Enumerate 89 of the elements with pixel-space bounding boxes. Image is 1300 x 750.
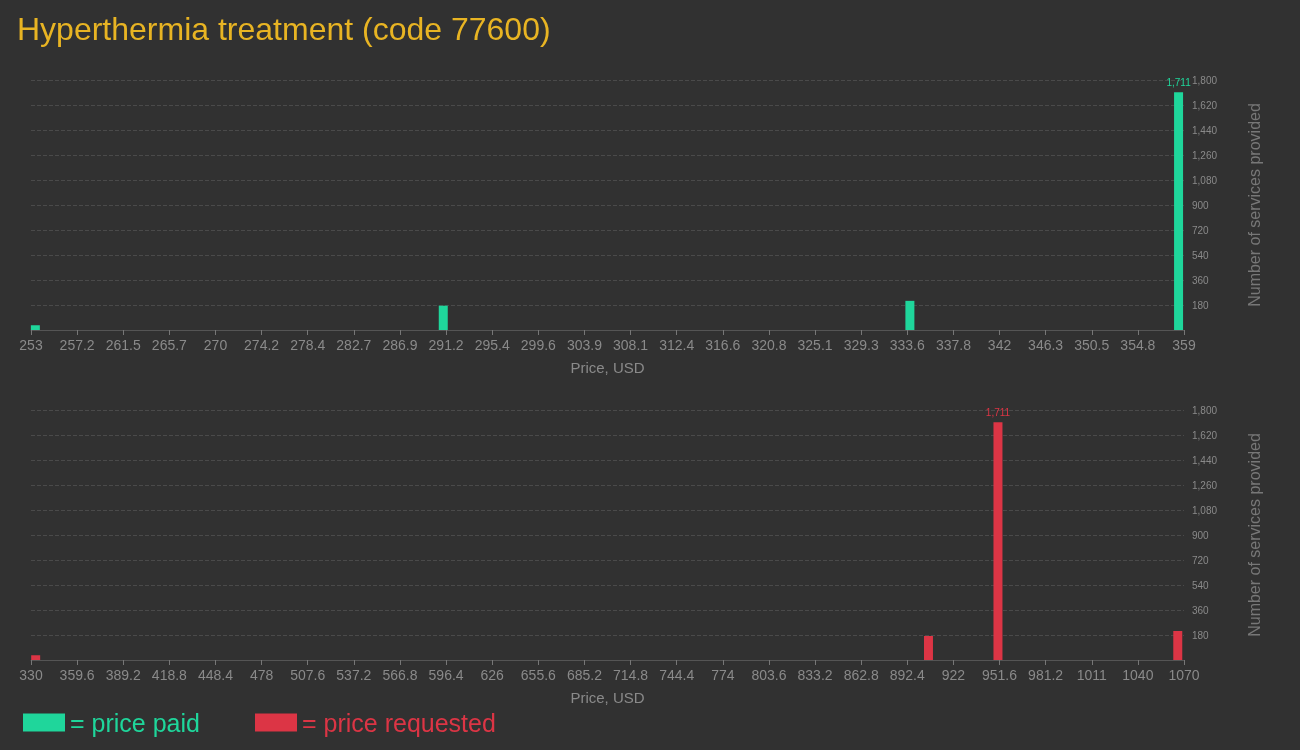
y-tick-label: 1,620 (1192, 429, 1218, 441)
legend-label: = price paid (70, 708, 200, 737)
x-tick-label: 389.2 (105, 667, 141, 683)
x-tick-label: 774 (711, 667, 735, 683)
x-tick-label: 744.4 (659, 667, 695, 683)
y-tick-label: 1,440 (1192, 454, 1218, 466)
x-tick-label: 685.2 (566, 667, 603, 683)
x-tick-label: 282.7 (336, 337, 372, 353)
x-tick-label: 1040 (1122, 667, 1154, 683)
x-tick-label: 981.2 (1028, 667, 1064, 683)
x-tick-label: 265.7 (151, 337, 188, 353)
x-tick-label: 507.6 (290, 667, 326, 683)
x-tick-label: 1011 (1076, 667, 1108, 683)
bar (923, 635, 933, 660)
x-tick-label: 316.6 (705, 337, 741, 353)
x-tick-label: 308.1 (613, 337, 649, 353)
x-tick-label: 346.3 (1028, 337, 1064, 353)
x-tick-label: 354.8 (1120, 337, 1156, 353)
y-tick-label: 1,620 (1192, 99, 1218, 111)
x-tick-label: 330 (19, 667, 43, 683)
y-axis-title: Number of services provided (1245, 433, 1263, 637)
data-label: 1,711 (985, 406, 1011, 418)
x-axis-title: Price, USD (570, 359, 645, 376)
x-tick-label: 951.6 (982, 667, 1018, 683)
x-tick-label: 350.5 (1074, 337, 1110, 353)
x-tick-label: 333.6 (889, 337, 925, 353)
bar (438, 305, 448, 330)
y-tick-label: 540 (1192, 249, 1210, 261)
y-tick-label: 1,080 (1192, 174, 1218, 186)
x-tick-label: 566.8 (382, 667, 418, 683)
y-tick-label: 900 (1192, 199, 1210, 211)
bar (905, 300, 915, 330)
x-tick-label: 274.2 (244, 337, 280, 353)
bar (1174, 92, 1184, 330)
bar (31, 655, 41, 660)
x-tick-label: 286.9 (382, 337, 418, 353)
data-label: 1,711 (1166, 76, 1192, 88)
x-tick-label: 892.4 (889, 667, 925, 683)
y-tick-label: 900 (1192, 529, 1210, 541)
x-tick-label: 359.6 (59, 667, 95, 683)
x-tick-label: 862.8 (843, 667, 879, 683)
x-tick-label: 803.6 (751, 667, 787, 683)
x-tick-label: 714.8 (613, 667, 649, 683)
y-tick-label: 1,080 (1192, 504, 1218, 516)
y-tick-label: 720 (1192, 224, 1210, 236)
x-tick-label: 922 (941, 667, 966, 683)
x-tick-label: 1070 (1168, 667, 1200, 683)
y-tick-label: 180 (1192, 629, 1210, 641)
y-tick-label: 1,440 (1192, 124, 1218, 136)
y-tick-label: 1,800 (1192, 74, 1218, 86)
x-tick-label: 261.5 (105, 337, 141, 353)
x-tick-label: 342 (987, 337, 1012, 353)
x-tick-label: 329.3 (843, 337, 879, 353)
x-tick-label: 320.8 (751, 337, 787, 353)
x-tick-label: 257.2 (59, 337, 95, 353)
y-tick-label: 720 (1192, 554, 1210, 566)
x-tick-label: 655.6 (520, 667, 557, 683)
x-tick-label: 478 (249, 667, 274, 683)
y-tick-label: 540 (1192, 579, 1210, 591)
x-tick-label: 291.2 (428, 337, 464, 353)
x-tick-label: 303.9 (566, 337, 603, 353)
x-tick-label: 418.8 (151, 667, 188, 683)
x-tick-label: 596.4 (428, 667, 464, 683)
x-tick-label: 448.4 (197, 667, 234, 683)
bar (993, 422, 1003, 660)
x-tick-label: 312.4 (659, 337, 695, 353)
x-tick-label: 626 (480, 667, 505, 683)
y-tick-label: 1,260 (1192, 149, 1218, 161)
x-tick-label: 325.1 (797, 337, 833, 353)
x-tick-label: 337.8 (935, 337, 972, 353)
chart-title: Hyperthermia treatment (code 77600) (17, 11, 551, 47)
bar (1173, 630, 1183, 660)
x-tick-label: 833.2 (797, 667, 833, 683)
x-tick-label: 299.6 (520, 337, 557, 353)
y-tick-label: 1,800 (1192, 404, 1218, 416)
y-tick-label: 1,260 (1192, 479, 1218, 491)
y-axis-title: Number of services provided (1245, 103, 1263, 307)
y-tick-label: 360 (1192, 604, 1210, 616)
x-tick-label: 253 (19, 337, 43, 353)
legend-label: = price requested (302, 708, 496, 737)
x-tick-label: 278.4 (290, 337, 326, 353)
bar (30, 325, 40, 330)
x-tick-label: 295.4 (474, 337, 510, 353)
x-tick-label: 359 (1172, 337, 1196, 353)
y-tick-label: 360 (1192, 274, 1210, 286)
x-tick-label: 270 (203, 337, 228, 353)
x-axis-title: Price, USD (570, 689, 645, 706)
y-tick-label: 180 (1192, 299, 1210, 311)
x-tick-label: 537.2 (336, 667, 372, 683)
